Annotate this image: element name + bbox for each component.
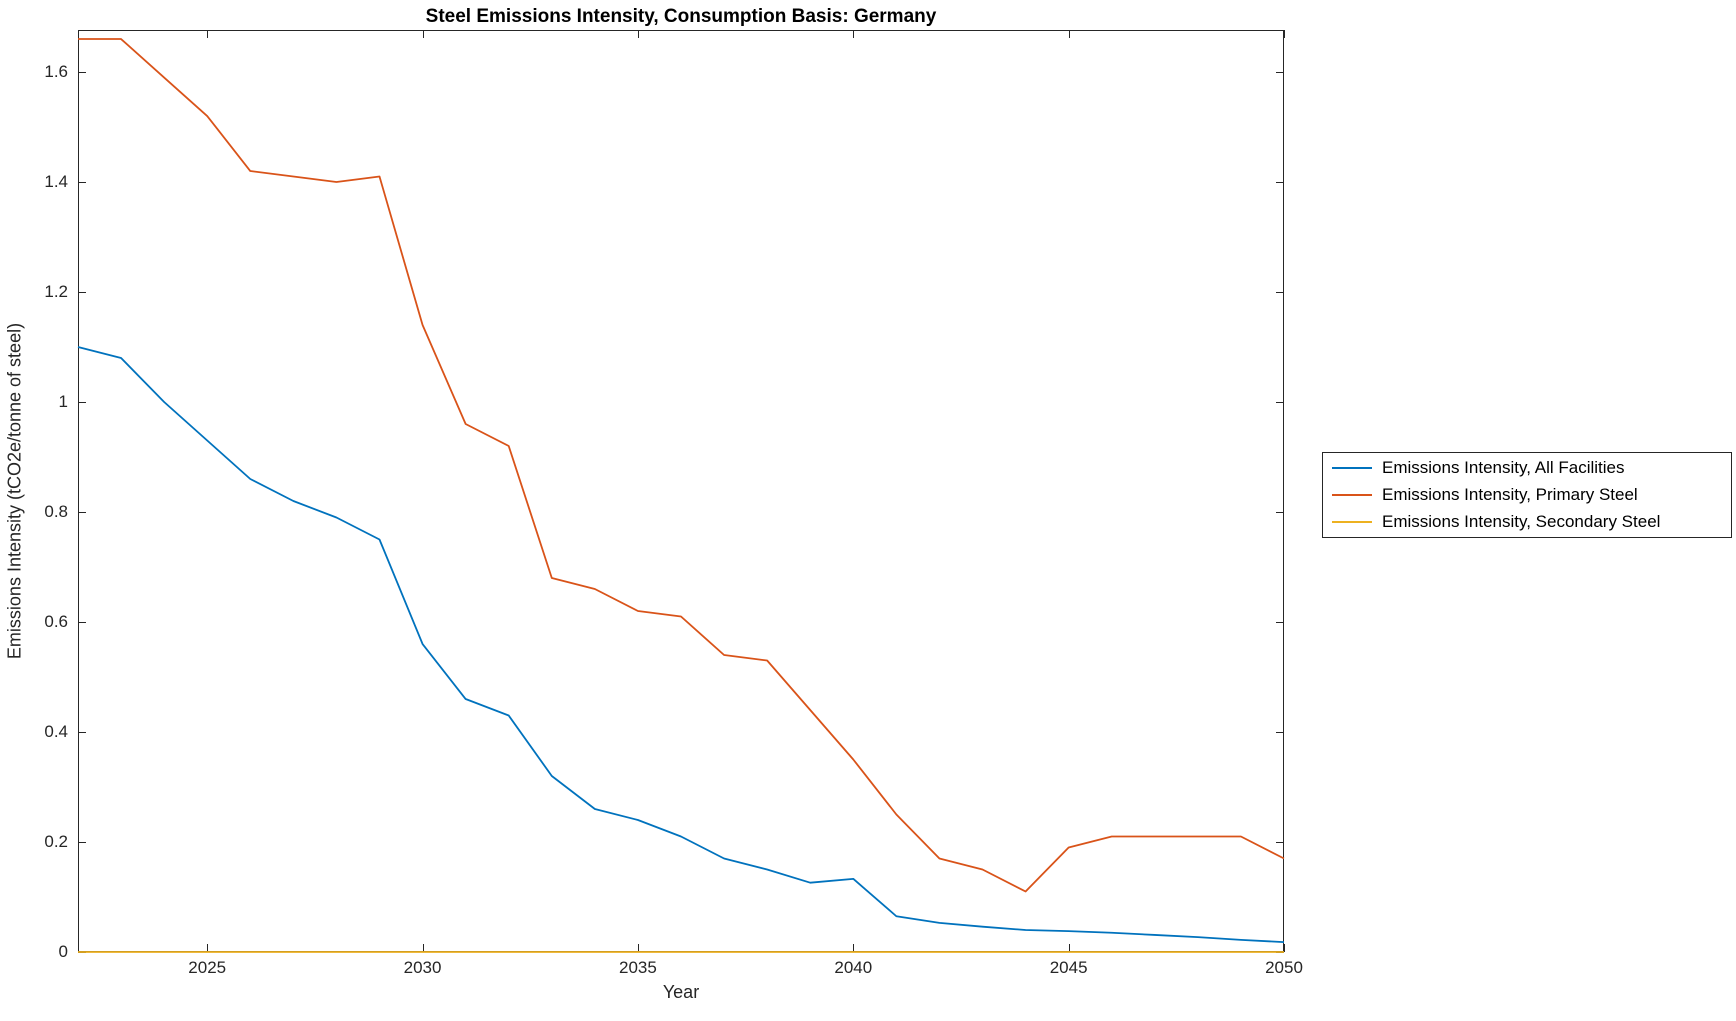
legend-entry-primary-steel: Emissions Intensity, Primary Steel: [1323, 482, 1731, 509]
legend-line-sample-primary-steel: [1332, 494, 1372, 496]
series-line-emissions-intensity-all-facilities: [77, 346, 1285, 943]
y-tick-label: 0.8: [44, 502, 68, 521]
y-tick-label: 0.6: [44, 612, 68, 631]
legend-entry-secondary-steel: Emissions Intensity, Secondary Steel: [1323, 508, 1731, 535]
legend-box: Emissions Intensity, All Facilities Emis…: [1322, 452, 1732, 538]
y-axis-label: Emissions Intensity (tCO2e/tonne of stee…: [4, 322, 25, 660]
axes-box: [78, 30, 1284, 952]
chart-title: Steel Emissions Intensity, Consumption B…: [425, 6, 937, 27]
x-tick-label: 2025: [188, 958, 227, 977]
y-tick-label: 1.4: [44, 172, 68, 192]
y-tick-label: 1: [58, 392, 68, 411]
y-tick-label: 1.6: [44, 62, 68, 82]
legend-line-sample-all-facilities: [1332, 467, 1372, 470]
x-tick-label: 2040: [834, 958, 873, 977]
x-tick-label: 2030: [403, 958, 442, 977]
y-ticks: [78, 72, 1284, 953]
x-axis-label: Year: [662, 982, 700, 1002]
x-tick-label: 2035: [619, 958, 657, 977]
series-line-emissions-intensity-primary-steel: [78, 38, 1285, 893]
legend-label: Emissions Intensity, Secondary Steel: [1382, 511, 1661, 531]
x-ticks: [207, 30, 1285, 952]
y-tick-label: 0.2: [44, 832, 68, 851]
y-tick-label: 0.4: [44, 722, 68, 741]
legend-label: Emissions Intensity, All Facilities: [1382, 458, 1625, 478]
x-tick-label: 2045: [1049, 958, 1088, 977]
y-tick-label: 1.2: [44, 282, 68, 301]
legend-entry-all-facilities: Emissions Intensity, All Facilities: [1323, 455, 1731, 482]
x-tick-label: 2050: [1265, 958, 1303, 977]
y-tick-label: 0: [58, 942, 68, 961]
legend-label: Emissions Intensity, Primary Steel: [1382, 485, 1638, 504]
legend-line-sample-secondary-steel: [1332, 520, 1372, 523]
